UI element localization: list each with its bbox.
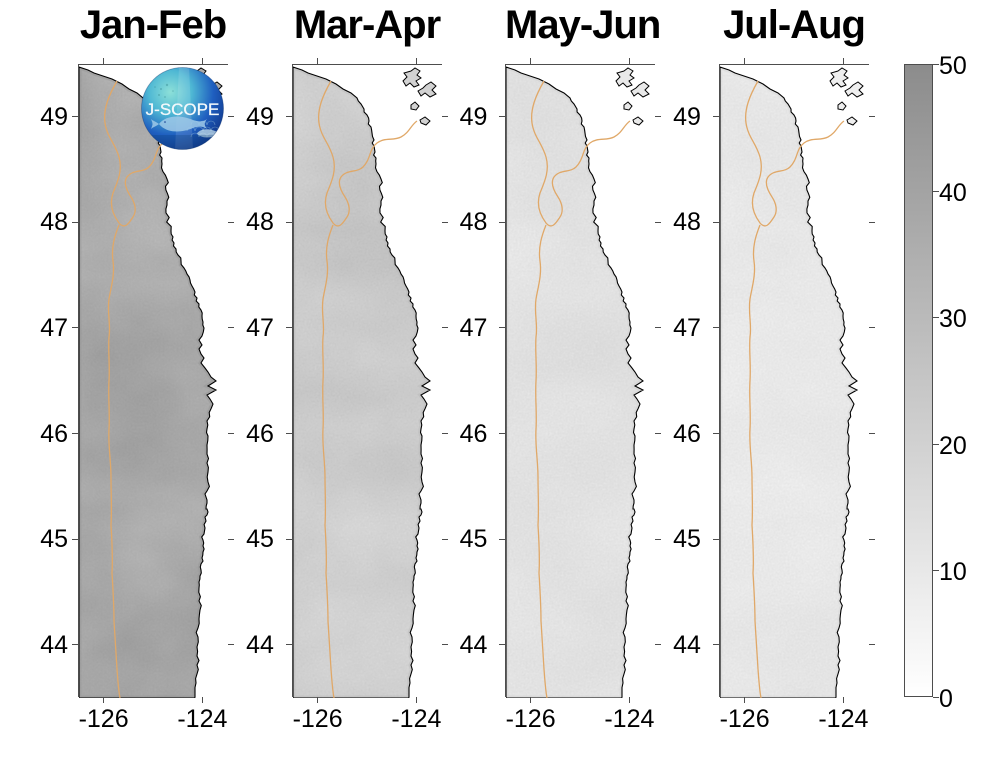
svg-text:J-SCOPE: J-SCOPE: [145, 100, 219, 119]
